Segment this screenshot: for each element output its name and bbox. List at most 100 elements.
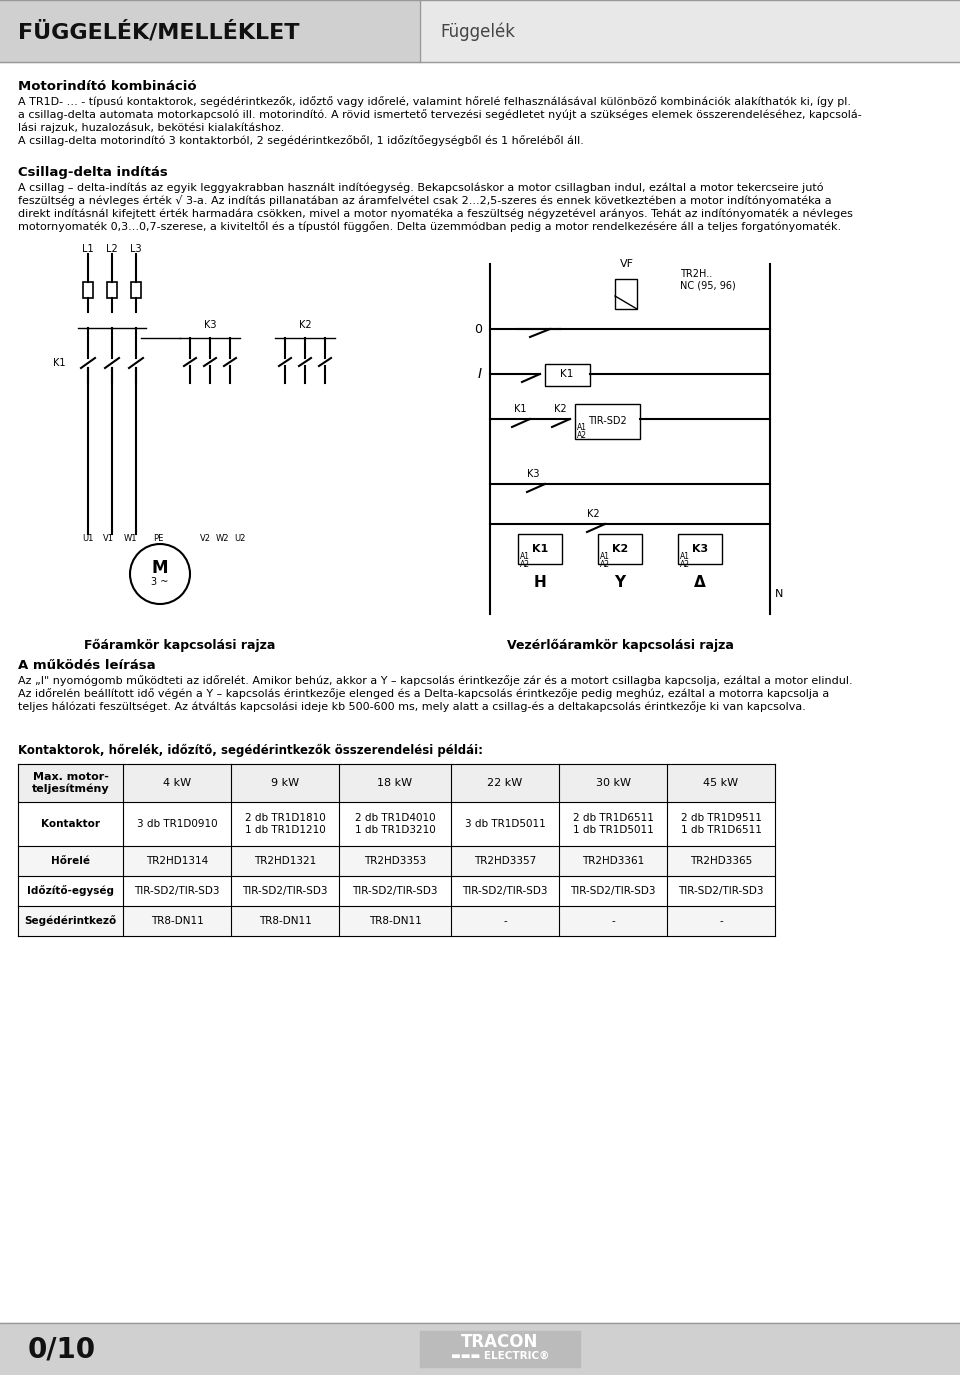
Text: Motorindító kombináció: Motorindító kombináció <box>18 80 197 94</box>
Text: A1: A1 <box>600 551 610 561</box>
Text: A működés leírása: A működés leírása <box>18 659 156 672</box>
Text: direkt indításnál kifejtett érték harmadára csökken, mivel a motor nyomatéka a f: direkt indításnál kifejtett érték harmad… <box>18 208 852 219</box>
Bar <box>615 279 637 309</box>
Text: TR2HD3365: TR2HD3365 <box>690 857 752 866</box>
Text: TIR-SD2/TIR-SD3: TIR-SD2/TIR-SD3 <box>134 886 220 896</box>
Text: 18 kW: 18 kW <box>377 778 413 788</box>
Text: A2: A2 <box>600 560 610 568</box>
Bar <box>545 364 590 386</box>
Text: W1: W1 <box>123 534 136 543</box>
Text: N: N <box>775 588 783 600</box>
Text: K3: K3 <box>527 469 540 478</box>
Text: -: - <box>719 916 723 925</box>
Text: Vezérlőáramkör kapcsolási rajza: Vezérlőáramkör kapcsolási rajza <box>507 639 733 652</box>
Text: Csillag-delta indítás: Csillag-delta indítás <box>18 166 168 179</box>
Text: A csillag-delta motorindító 3 kontaktorból, 2 segédérintkezőből, 1 időzítőegység: A csillag-delta motorindító 3 kontaktorb… <box>18 135 584 146</box>
Bar <box>18 846 775 876</box>
Text: 30 kW: 30 kW <box>595 778 631 788</box>
Text: K1: K1 <box>532 544 548 554</box>
Bar <box>420 1331 580 1367</box>
Text: TIR-SD2/TIR-SD3: TIR-SD2/TIR-SD3 <box>463 886 548 896</box>
Text: TIR-SD2/TIR-SD3: TIR-SD2/TIR-SD3 <box>679 886 764 896</box>
Text: TR2H..: TR2H.. <box>680 270 712 279</box>
Text: I: I <box>478 367 482 381</box>
Bar <box>18 765 775 802</box>
Text: A2: A2 <box>577 430 587 440</box>
Text: 22 kW: 22 kW <box>488 778 522 788</box>
Text: 4 kW: 4 kW <box>163 778 191 788</box>
Text: ▬▬▬ ELECTRIC®: ▬▬▬ ELECTRIC® <box>451 1352 549 1361</box>
Text: Max. motor-
teljesítmény: Max. motor- teljesítmény <box>32 771 109 795</box>
Text: Kontaktorok, hőrelék, időzítő, segédérintkezők összerendelési példái:: Kontaktorok, hőrelék, időzítő, segédérin… <box>18 744 483 758</box>
Text: -: - <box>612 916 614 925</box>
Bar <box>420 0 960 62</box>
Text: 3 ~: 3 ~ <box>152 578 169 587</box>
Text: K2: K2 <box>612 544 628 554</box>
Text: a csillag-delta automata motorkapcsoló ill. motorindító. A rövid ismertető terve: a csillag-delta automata motorkapcsoló i… <box>18 109 862 120</box>
Text: feszültség a névleges érték √ 3-a. Az indítás pillanatában az áramfelvétel csak : feszültség a névleges érték √ 3-a. Az in… <box>18 195 831 206</box>
Text: 2 db TR1D9511
1 db TR1D6511: 2 db TR1D9511 1 db TR1D6511 <box>681 813 761 835</box>
Text: TRACON: TRACON <box>462 1332 539 1352</box>
Text: TR2HD3361: TR2HD3361 <box>582 857 644 866</box>
Text: A csillag – delta-indítás az egyik leggyakrabban használt indítóegység. Bekapcso: A csillag – delta-indítás az egyik leggy… <box>18 182 824 192</box>
Text: M: M <box>152 560 168 578</box>
Text: 2 db TR1D4010
1 db TR1D3210: 2 db TR1D4010 1 db TR1D3210 <box>354 813 436 835</box>
Bar <box>0 0 420 62</box>
Text: A1: A1 <box>520 551 530 561</box>
Text: 0: 0 <box>474 323 482 336</box>
Bar <box>598 534 642 564</box>
Text: H: H <box>534 575 546 590</box>
Text: 3 db TR1D5011: 3 db TR1D5011 <box>465 820 545 829</box>
Text: 2 db TR1D6511
1 db TR1D5011: 2 db TR1D6511 1 db TR1D5011 <box>572 813 654 835</box>
Text: TR2HD3357: TR2HD3357 <box>474 857 536 866</box>
Text: K1: K1 <box>54 358 66 368</box>
Bar <box>575 404 640 439</box>
Text: A2: A2 <box>520 560 530 568</box>
Bar <box>107 282 117 298</box>
Text: A1: A1 <box>577 422 587 432</box>
Text: K2: K2 <box>554 404 566 414</box>
Text: K3: K3 <box>692 544 708 554</box>
Text: TIR-SD2/TIR-SD3: TIR-SD2/TIR-SD3 <box>570 886 656 896</box>
Text: TR8-DN11: TR8-DN11 <box>369 916 421 925</box>
Text: teljes hálózati feszültséget. Az átváltás kapcsolási ideje kb 500-600 ms, mely a: teljes hálózati feszültséget. Az átváltá… <box>18 701 805 712</box>
Text: K1: K1 <box>561 368 574 380</box>
Text: A2: A2 <box>680 560 690 568</box>
Text: W2: W2 <box>215 534 228 543</box>
Text: K2: K2 <box>299 320 311 330</box>
Text: K3: K3 <box>204 320 216 330</box>
Text: Y: Y <box>614 575 626 590</box>
Text: 3 db TR1D0910: 3 db TR1D0910 <box>136 820 217 829</box>
Text: Az időrelén beállított idő végén a Y – kapcsolás érintkezője elenged és a Delta-: Az időrelén beállított idő végén a Y – k… <box>18 688 829 698</box>
Text: FÜGGELÉK/MELLÉKLET: FÜGGELÉK/MELLÉKLET <box>18 21 300 43</box>
Bar <box>18 906 775 936</box>
Text: TIR-SD2: TIR-SD2 <box>588 417 626 426</box>
Text: K2: K2 <box>587 509 599 518</box>
Text: V1: V1 <box>103 534 113 543</box>
Text: 45 kW: 45 kW <box>704 778 738 788</box>
Text: TIR-SD2/TIR-SD3: TIR-SD2/TIR-SD3 <box>352 886 438 896</box>
Text: NC (95, 96): NC (95, 96) <box>680 280 735 290</box>
Text: U1: U1 <box>83 534 94 543</box>
Text: -: - <box>503 916 507 925</box>
Text: L3: L3 <box>131 243 142 254</box>
Bar <box>518 534 562 564</box>
Text: lási rajzuk, huzalozásuk, bekötési kialakításhoz.: lási rajzuk, huzalozásuk, bekötési kiala… <box>18 122 284 132</box>
Text: Δ: Δ <box>694 575 706 590</box>
Text: 2 db TR1D1810
1 db TR1D1210: 2 db TR1D1810 1 db TR1D1210 <box>245 813 325 835</box>
Text: TR2HD1314: TR2HD1314 <box>146 857 208 866</box>
Text: Függelék: Függelék <box>440 23 515 41</box>
Text: Hőrelé: Hőrelé <box>51 857 90 866</box>
Text: A TR1D- … - típusú kontaktorok, segédérintkezők, időztő vagy időrelé, valamint h: A TR1D- … - típusú kontaktorok, segédéri… <box>18 96 851 107</box>
Text: Főáramkör kapcsolási rajza: Főáramkör kapcsolási rajza <box>84 639 276 652</box>
Text: TR2HD1321: TR2HD1321 <box>253 857 316 866</box>
Text: Időzítő-egység: Időzítő-egység <box>27 886 114 896</box>
Bar <box>678 534 722 564</box>
Text: TR2HD3353: TR2HD3353 <box>364 857 426 866</box>
Text: TR8-DN11: TR8-DN11 <box>151 916 204 925</box>
Text: TR8-DN11: TR8-DN11 <box>258 916 311 925</box>
Bar <box>131 282 141 298</box>
Text: motornyomaték 0,3...0,7-szerese, a kiviteltől és a típustól függően. Delta üzemm: motornyomaték 0,3...0,7-szerese, a kivit… <box>18 221 841 232</box>
Text: Kontaktor: Kontaktor <box>41 820 100 829</box>
Text: U2: U2 <box>234 534 246 543</box>
